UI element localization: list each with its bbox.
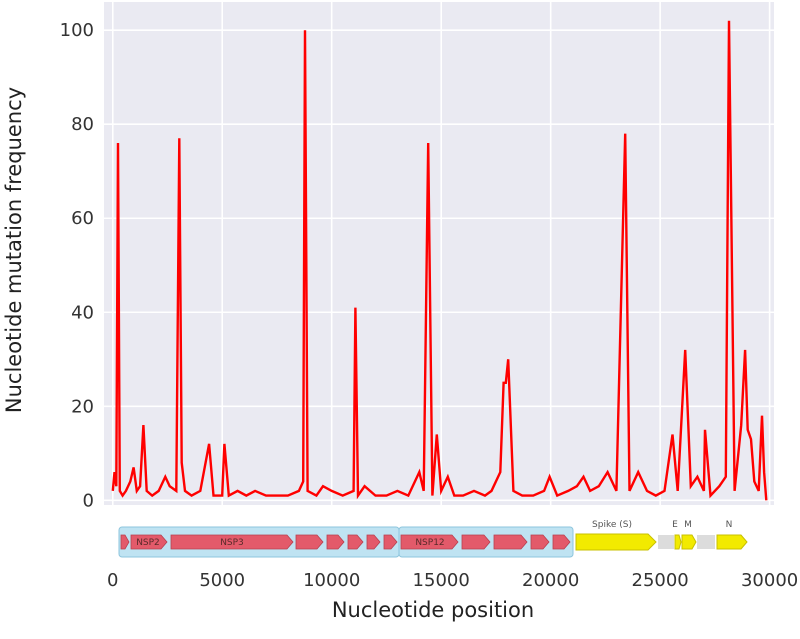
x-tick-label: 15000 (413, 570, 470, 591)
nsp-arrow (130, 534, 168, 550)
nsp3-label: NSP3 (220, 538, 244, 548)
nsp-arrow (493, 534, 528, 550)
x-tick-label: 10000 (303, 570, 360, 591)
y-tick-label: 40 (71, 302, 94, 323)
y-tick-label: 0 (83, 490, 94, 511)
grid-lines (104, 2, 774, 505)
e-label: E (672, 520, 678, 530)
plot-background (104, 2, 774, 505)
genome-map: NSP2 NSP3 NSP12 Spike (S) E M N (118, 520, 748, 558)
nsp-arrow (295, 534, 324, 550)
n-label: N (726, 520, 733, 530)
nsp2-label: NSP2 (136, 538, 160, 548)
nsp-arrow (461, 534, 491, 550)
orf3a-box (658, 535, 674, 549)
x-tick-label: 20000 (522, 570, 579, 591)
y-tick-label: 20 (71, 396, 94, 417)
y-tick-label: 80 (71, 114, 94, 135)
nsp-arrow (347, 534, 364, 550)
nsp-arrow (530, 534, 550, 550)
x-tick-label: 0 (107, 570, 118, 591)
nsp-arrow (170, 534, 294, 550)
m-arrow (681, 534, 697, 550)
y-tick-label: 100 (60, 20, 94, 41)
x-tick-label: 30000 (741, 570, 798, 591)
y-tick-labels: 0 20 40 60 80 100 (60, 20, 94, 511)
m-label: M (684, 520, 692, 530)
e-arrow (674, 534, 682, 550)
x-axis-label: Nucleotide position (332, 598, 534, 622)
mutation-frequency-line (111, 20, 768, 501)
nsp-arrow (120, 534, 130, 550)
orf6-8-box (697, 535, 715, 549)
spike-label: Spike (S) (592, 520, 632, 530)
nsp-arrows (120, 534, 571, 550)
nsp-arrow (400, 534, 459, 550)
y-axis-label: Nucleotide mutation frequency (2, 87, 26, 413)
nsp12-label: NSP12 (415, 538, 444, 548)
y-tick-label: 60 (71, 208, 94, 229)
nsp-arrow (366, 534, 381, 550)
spike-arrow (575, 533, 657, 551)
nsp-arrow (326, 534, 345, 550)
x-tick-labels: 0 5000 10000 15000 20000 25000 30000 (107, 570, 798, 591)
x-tick-label: 25000 (632, 570, 689, 591)
x-tick-label: 5000 (199, 570, 245, 591)
nsp-arrow (383, 534, 398, 550)
n-arrow (716, 534, 748, 550)
nsp-arrow (552, 534, 571, 550)
